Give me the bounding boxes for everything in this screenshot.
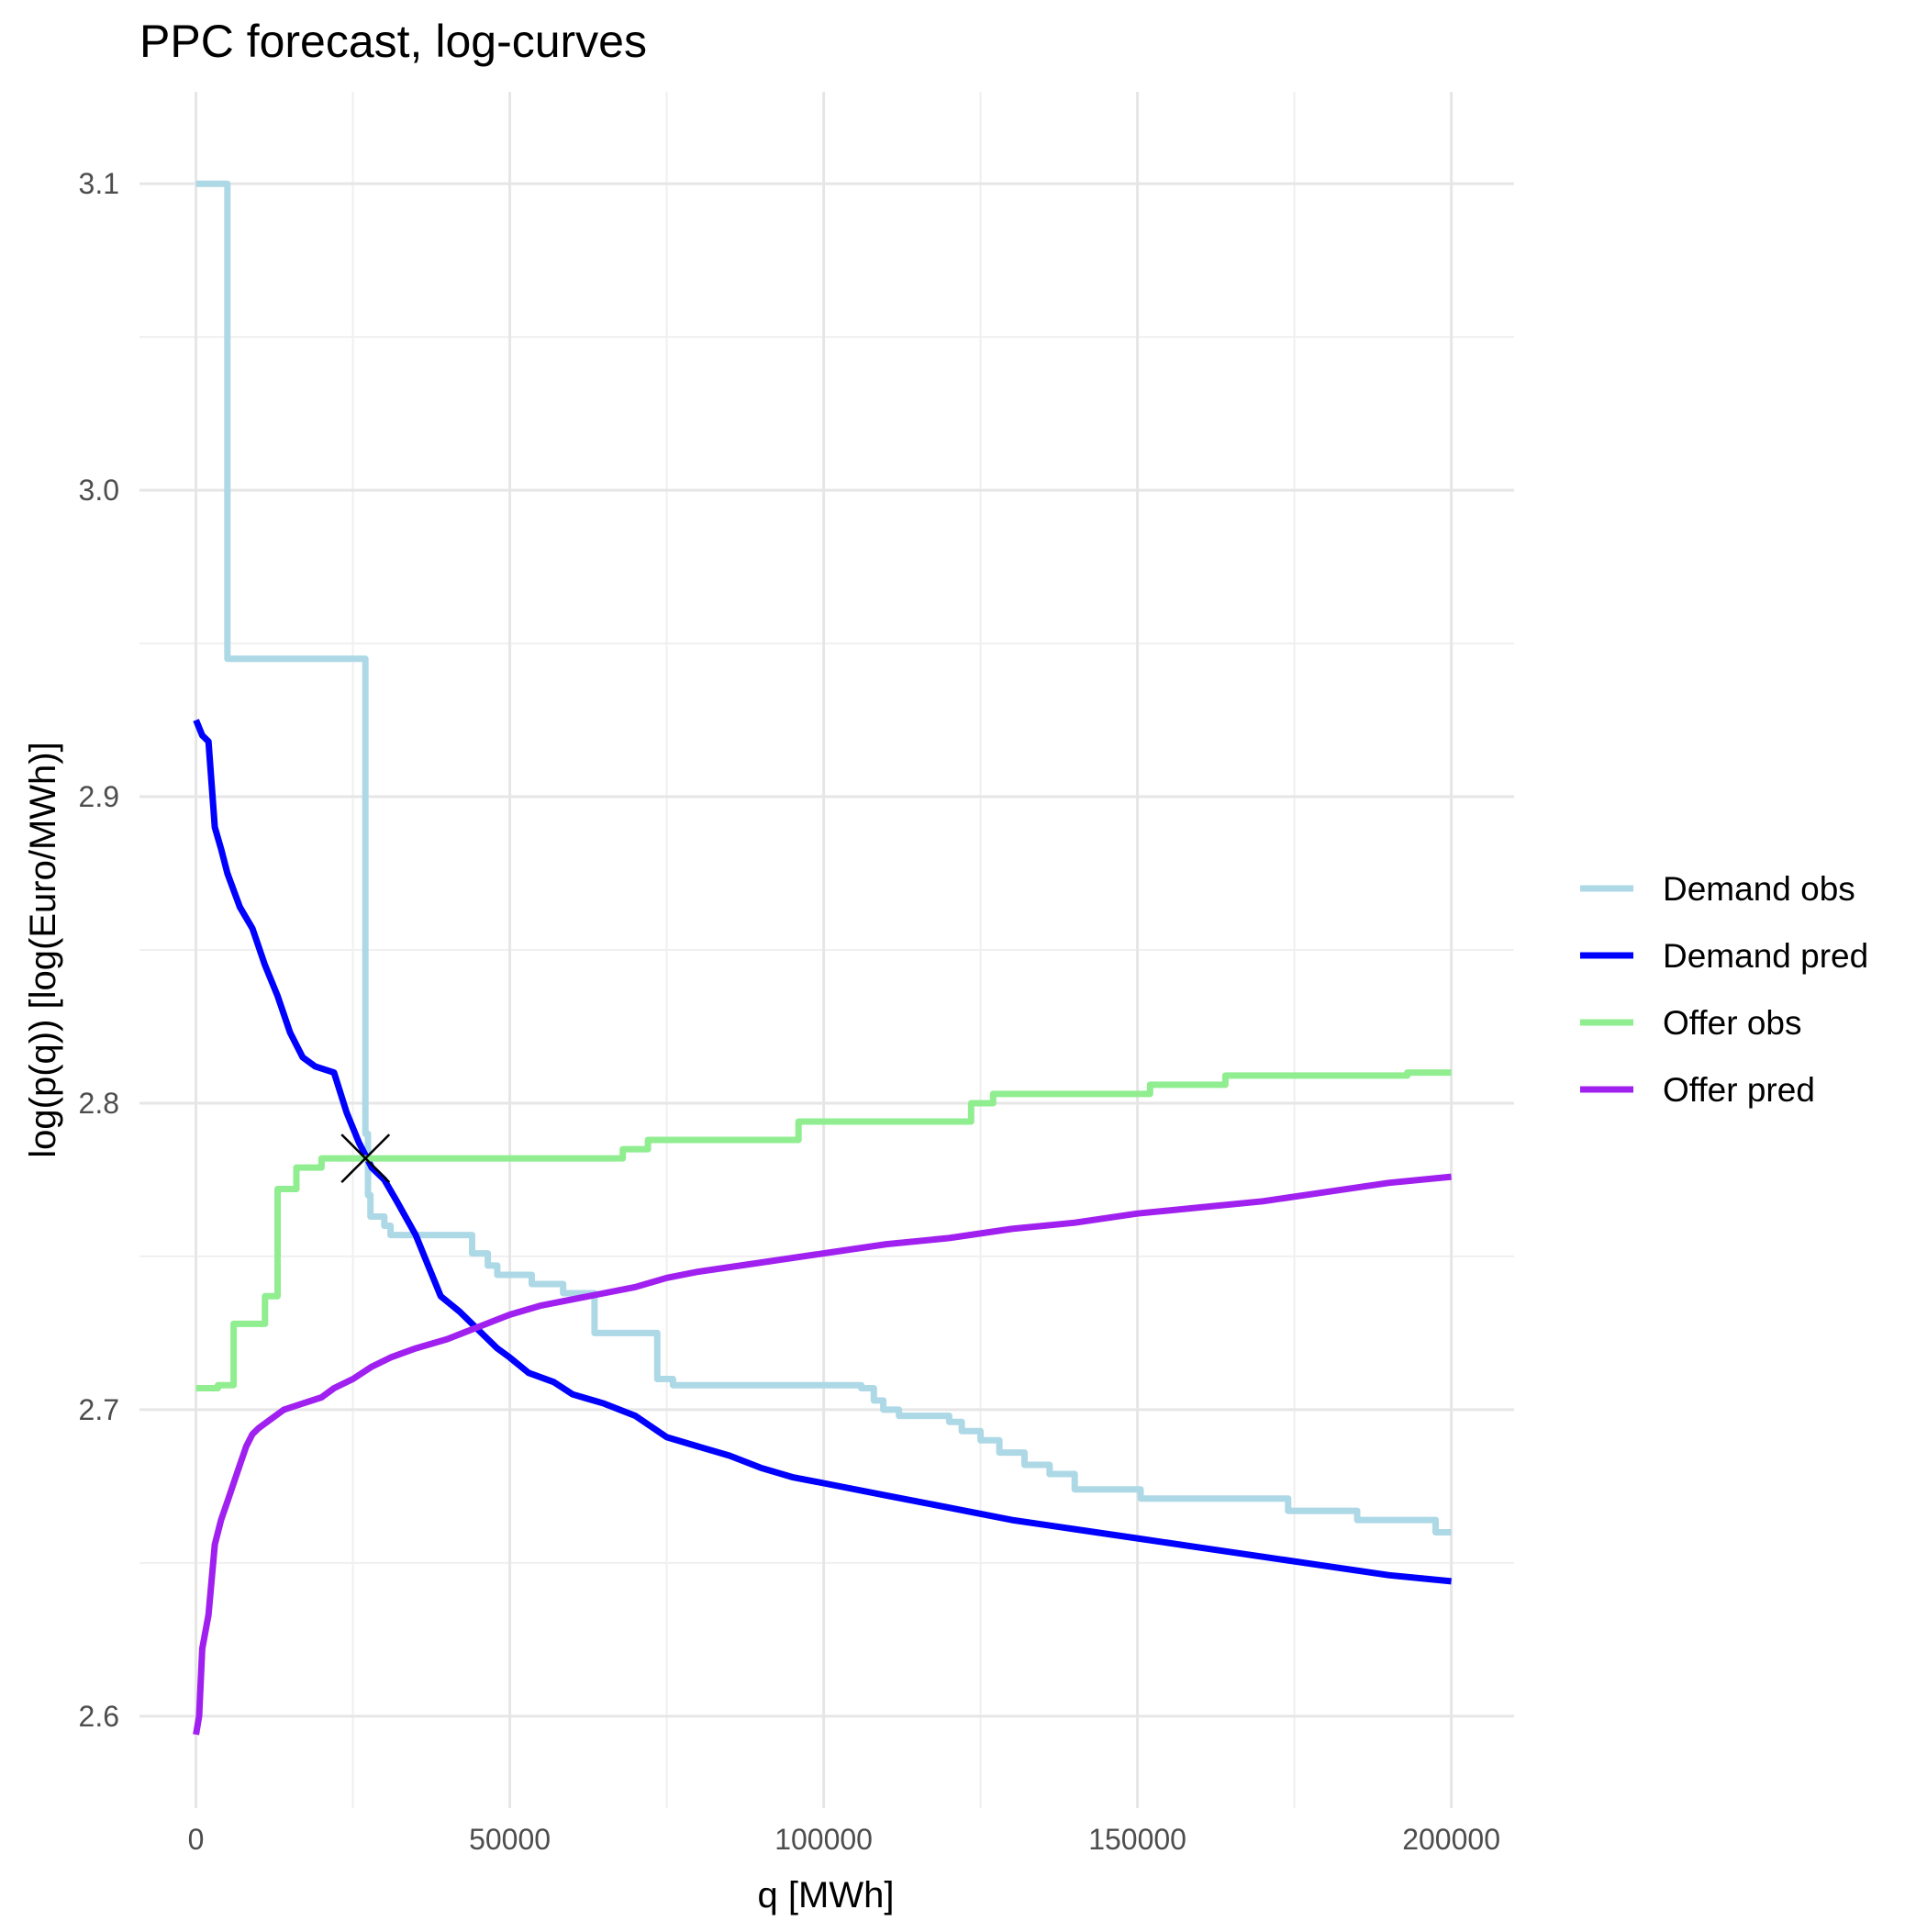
y-tick-label: 2.8 [79, 1087, 119, 1120]
x-tick-label: 0 [188, 1823, 205, 1856]
marker-layer [340, 1134, 391, 1183]
legend-label-demand-pred: Demand pred [1663, 937, 1868, 975]
y-tick-label: 2.6 [79, 1700, 119, 1733]
y-tick-label: 2.9 [79, 780, 119, 813]
x-tick-label: 50000 [469, 1823, 551, 1856]
x-tick-label: 200000 [1402, 1823, 1500, 1856]
y-tick-label: 2.7 [79, 1393, 119, 1426]
y-tick-label: 3.0 [79, 474, 119, 507]
legend: Demand obs Demand pred Offer obs Offer pred [1580, 870, 1868, 1109]
legend-label-offer-pred: Offer pred [1663, 1071, 1815, 1109]
legend-label-demand-obs: Demand obs [1663, 870, 1855, 908]
y-axis-label: log(p(q)) [log(Euro/MWh)] [23, 742, 63, 1157]
series-layer [193, 180, 1452, 1736]
series-line-offer-pred [193, 1173, 1452, 1736]
series-line-demand-obs [195, 180, 1452, 1536]
legend-label-offer-obs: Offer obs [1663, 1004, 1802, 1042]
x-tick-label: 150000 [1088, 1823, 1186, 1856]
major-gridlines [139, 92, 1514, 1808]
x-axis-label: q [MWh] [758, 1875, 895, 1915]
x-tick-label: 100000 [774, 1823, 873, 1856]
y-tick-label: 3.1 [79, 167, 119, 200]
x-tick-labels: 0 50000 100000 150000 200000 [188, 1823, 1500, 1856]
y-tick-labels: 2.6 2.7 2.8 2.9 3.0 3.1 [79, 167, 119, 1733]
marker-stroke [340, 1134, 391, 1183]
intersection-marker [340, 1134, 391, 1183]
chart-title: PPC forecast, log-curves [139, 16, 647, 67]
series-line-offer-obs [195, 1069, 1452, 1391]
